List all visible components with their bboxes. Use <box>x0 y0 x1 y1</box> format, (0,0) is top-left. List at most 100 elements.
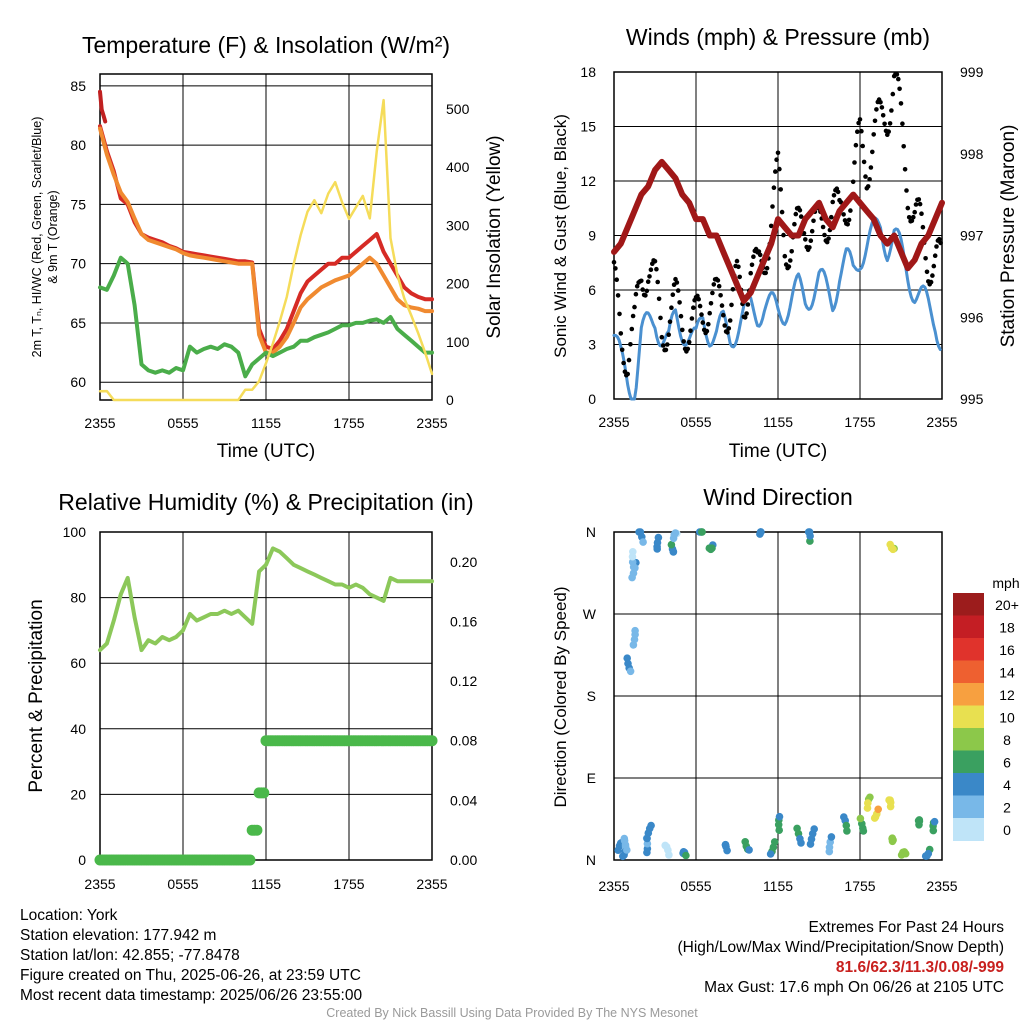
wind-gust-dot <box>902 167 908 172</box>
wind-gust-dot <box>674 280 680 285</box>
wind-gust-dot <box>808 238 814 243</box>
wind-gust-dot <box>886 129 891 134</box>
dir-legend-title: mph <box>992 575 1019 591</box>
wind-gust-dot <box>931 263 937 269</box>
temp-ylabel-left-1: 2m T, Tₙ, HI/WC (Red, Green, Scarlet/Blu… <box>30 117 44 358</box>
wind-gust-dot <box>615 293 621 298</box>
wind-gust-dot <box>792 221 797 227</box>
dir-legend-swatch <box>953 818 984 841</box>
dir-legend-swatch <box>953 795 984 819</box>
temp-ytick-right: 100 <box>446 334 470 350</box>
dir-point <box>863 804 872 812</box>
wind-gust-dot <box>719 303 725 308</box>
dir-point <box>914 817 923 825</box>
temp-series-4 <box>98 98 434 402</box>
dir-point <box>804 528 813 536</box>
dir-point <box>698 528 706 536</box>
dir-legend-label: 10 <box>999 710 1015 726</box>
wind-gust-dot <box>809 228 815 234</box>
wind-gust-dot <box>697 303 703 309</box>
temp-ytick-left: 80 <box>70 137 86 153</box>
wind-ylabel-right: Station Pressure (Maroon) <box>998 125 1019 348</box>
rh-ytick-right: 0.12 <box>450 673 477 689</box>
wind-gust-dot <box>726 326 732 331</box>
dir-legend-swatch <box>953 660 984 684</box>
wind-gust-dot <box>826 236 831 241</box>
wind-ytick-right: 999 <box>960 64 984 80</box>
wind-ytick-right: 996 <box>960 309 984 325</box>
wind-gust-dot <box>856 120 861 126</box>
station-elevation: Station elevation: 177.942 m <box>20 927 217 944</box>
temp-xtick: 0555 <box>167 415 198 431</box>
wind-gust-dot <box>628 342 633 347</box>
temp-ytick-left: 60 <box>70 374 86 390</box>
wind-gust-dot <box>930 273 935 278</box>
extremes-values: 81.6/62.3/11.3/0.08/-999 <box>835 959 1004 976</box>
dir-point <box>667 540 676 549</box>
station-latlon: Station lat/lon: 42.855; -77.8478 <box>20 947 240 964</box>
temp-ytick-right: 300 <box>446 217 470 233</box>
wind-gust-dot <box>729 302 734 308</box>
dir-frame <box>613 531 943 861</box>
rh-xtick: 1155 <box>251 876 281 892</box>
wind-ytick-left: 18 <box>580 64 596 80</box>
wind-gust-dot <box>771 185 777 190</box>
wind-gust-dot <box>711 282 717 287</box>
wind-gust-dot <box>770 204 775 209</box>
wind-ytick-right: 998 <box>960 146 984 162</box>
temp-frame <box>99 73 433 401</box>
dir-ytick: E <box>587 770 596 786</box>
dir-point <box>806 840 815 848</box>
wind-series-pressure <box>611 158 945 304</box>
dir-ytick: N <box>586 852 596 868</box>
wind-gust-dot <box>633 291 639 297</box>
station-location: Location: York <box>20 907 118 924</box>
dir-legend-label: 8 <box>1003 732 1011 748</box>
wind-gust-dot <box>678 313 684 319</box>
dir-point <box>756 528 765 536</box>
dir-title: Wind Direction <box>703 484 853 510</box>
dir-point <box>665 851 673 859</box>
wind-gust-dot <box>874 107 879 112</box>
dir-point <box>669 534 678 543</box>
dir-legend-swatch <box>953 593 984 616</box>
wind-gust-dot <box>822 232 827 238</box>
dir-point <box>705 544 714 552</box>
wind-gust-dot <box>666 332 671 338</box>
rh-xtick: 2355 <box>416 876 447 892</box>
wind-gust-dot <box>643 293 648 298</box>
rh-ytick-right: 0.04 <box>450 792 477 808</box>
temp-ytick-left: 75 <box>70 196 86 212</box>
wind-gust-dot <box>855 129 860 134</box>
wind-gust-dot <box>938 240 943 246</box>
wind-xtick: 1755 <box>844 414 875 430</box>
wind-gust-dot <box>667 319 673 325</box>
dir-point <box>888 837 897 846</box>
rh-ytick-right: 0.08 <box>450 733 477 749</box>
extremes-title: Extremes For Past 24 Hours <box>808 919 1004 936</box>
rh-ytick-left: 20 <box>70 786 86 802</box>
dir-point <box>843 827 851 835</box>
wind-gust-dot <box>912 209 917 215</box>
wind-gust-dot <box>721 312 726 318</box>
wind-gust-dot <box>722 323 727 328</box>
temp-series-2 <box>98 255 434 379</box>
wind-gust-dot <box>880 113 886 118</box>
temp-series-3 <box>98 89 108 124</box>
dir-point <box>930 817 939 826</box>
dir-legend-label: 2 <box>1003 800 1011 816</box>
temp-xtick: 2355 <box>416 415 447 431</box>
wind-gust-dot <box>686 339 692 345</box>
wind-gust-dot <box>911 214 916 220</box>
wind-gust-dot <box>654 266 659 272</box>
wind-ytick-right: 997 <box>960 228 984 244</box>
wind-gust-dot <box>882 121 887 127</box>
wind-ytick-left: 3 <box>588 337 596 353</box>
temp-ytick-right: 400 <box>446 159 470 175</box>
wind-gust-dot <box>734 258 740 264</box>
wind-gust-dot <box>868 165 874 170</box>
wind-gust-dot <box>773 169 778 174</box>
wind-gust-dot <box>742 315 748 320</box>
wind-gust-dot <box>811 218 816 224</box>
wind-gust-dot <box>708 301 714 306</box>
